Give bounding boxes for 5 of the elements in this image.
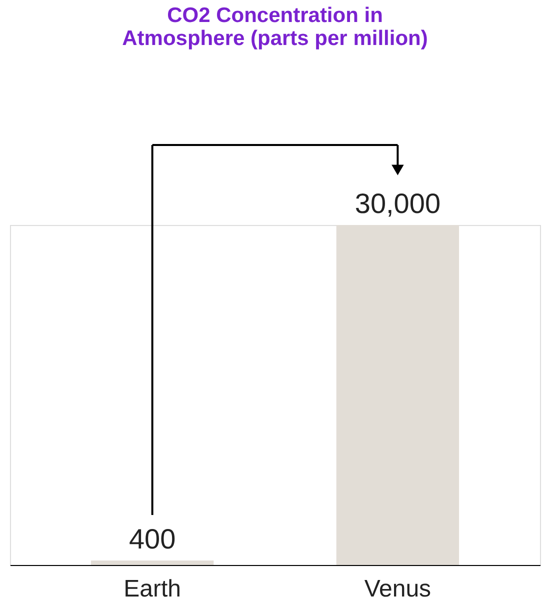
chart-title: CO2 Concentration in Atmosphere (parts per million): [122, 4, 428, 50]
data-label: 30,000: [354, 188, 441, 219]
data-label: 400: [128, 523, 176, 554]
x-tick-label: Venus: [364, 576, 432, 602]
x-tick-label: Earth: [124, 576, 181, 602]
